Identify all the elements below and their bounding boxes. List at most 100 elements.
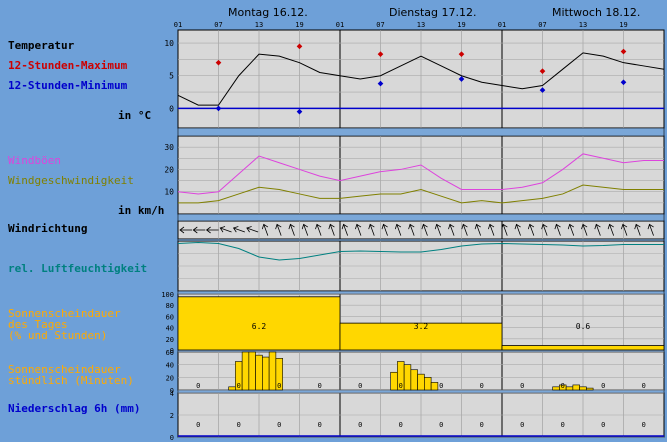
wind-arrow-head-3 (219, 226, 226, 233)
hourly-sun-bar-6 (268, 351, 277, 391)
wind-arrow-shaft-17 (409, 224, 415, 236)
wind-arrow-6 (261, 223, 269, 236)
min-point-0 (215, 105, 222, 112)
wind-arrow-head-8 (288, 223, 295, 230)
wind-arrow-head-30 (581, 223, 588, 230)
min-point-4 (539, 87, 546, 93)
wind-arrow-22 (474, 223, 482, 236)
wind-arrow-head-27 (541, 223, 548, 230)
wind-arrow-head-6 (261, 223, 269, 230)
wind-arrow-18 (421, 223, 428, 236)
temp-ytick-2: 10 (164, 39, 174, 48)
wind-arrow-15 (381, 223, 388, 236)
wind-arrow-head-25 (514, 223, 521, 230)
hourly-sun-bar-4 (255, 354, 263, 391)
hourly-sun-bar-14 (430, 382, 439, 391)
min-point-3 (458, 76, 465, 82)
hourly-sun-zero-9: 0 (561, 382, 565, 390)
wind-arrow-26 (527, 223, 535, 236)
wind-arrow-shaft-19 (436, 224, 442, 236)
precip-value-3: 0 (318, 421, 322, 429)
humidity-legend: rel. Luftfeuchtigkeit (8, 262, 148, 275)
wind-arrow-shaft-5 (246, 227, 259, 233)
hourly-sun-zero-3: 0 (318, 382, 322, 390)
hour-tick-9: 07 (538, 21, 546, 29)
gust-legend: Windböen (8, 154, 61, 167)
wind-arrow-shaft-23 (489, 224, 495, 236)
wind-arrow-head-15 (381, 223, 388, 230)
hourly-sun-bar-18 (572, 384, 580, 391)
wind-arrow-34 (634, 223, 641, 236)
daily-sun-ytick-3: 60 (166, 313, 174, 321)
hourly-sun-bar-11 (410, 369, 418, 391)
wind-arrow-shaft-3 (220, 227, 232, 233)
wind-arrow-shaft-13 (356, 224, 362, 236)
wind-arrow-5 (246, 226, 259, 233)
hour-tick-1: 07 (214, 21, 222, 29)
wind-arrow-head-10 (315, 223, 322, 230)
hourly-sun-ytick-3: 60 (166, 349, 174, 357)
wind-arrow-head-0 (179, 226, 185, 234)
wind-arrow-shaft-27 (542, 224, 548, 236)
wind-arrow-head-28 (554, 223, 561, 230)
wind-arrow-head-32 (607, 223, 614, 230)
hourly-sun-ytick-0: 0 (170, 387, 174, 395)
precip-value-6: 0 (439, 421, 443, 429)
wind-arrow-shaft-4 (233, 227, 245, 233)
wind-arrow-head-1 (192, 226, 198, 234)
wind-arrow-2 (205, 226, 219, 234)
wind-arrow-13 (355, 223, 362, 236)
wind-arrow-head-33 (621, 223, 628, 230)
wind-arrow-shaft-21 (462, 224, 468, 236)
daily-sun-label-2: des Tages (8, 318, 68, 331)
hour-tick-6: 13 (417, 21, 425, 29)
wind-arrow-11 (328, 223, 335, 236)
wind-arrow-shaft-12 (343, 224, 349, 236)
precip-value-4: 0 (358, 421, 362, 429)
precip-ytick-1: 2 (170, 412, 174, 420)
panel-separator-3 (177, 290, 665, 295)
wind-arrow-head-23 (488, 223, 495, 230)
hourly-sun-bar-13 (424, 377, 432, 391)
wind-ytick-0: 10 (164, 188, 174, 197)
wind-arrow-head-34 (634, 223, 641, 230)
wind-legend: Windgeschwindigkeit (8, 174, 134, 187)
hourly-sun-bar-10 (403, 364, 412, 391)
wind-arrow-shaft-34 (635, 224, 641, 236)
wind-arrow-shaft-25 (516, 224, 521, 236)
hourly-sun-bar-8 (390, 371, 398, 391)
panel-separator-2 (177, 238, 665, 242)
wind-arrow-4 (232, 226, 245, 233)
daily-sun-ytick-4: 80 (166, 302, 174, 310)
day-label-3: Mittwoch 18.12. (552, 6, 641, 19)
wind-arrow-29 (567, 223, 575, 236)
wind-arrow-30 (581, 223, 588, 236)
hour-tick-11: 19 (619, 21, 627, 29)
wind-arrow-14 (368, 223, 375, 236)
wind-arrow-0 (179, 226, 192, 234)
wind-arrow-head-17 (408, 223, 415, 230)
wind-ytick-2: 30 (164, 143, 174, 152)
panel-separator-0 (177, 127, 665, 137)
wind-arrow-shaft-32 (609, 224, 615, 236)
hourly-sun-label-1: Sonnenscheindauer (8, 363, 121, 376)
wind-arrow-19 (434, 223, 442, 236)
precip-value-7: 0 (480, 421, 484, 429)
max-point-5 (620, 48, 627, 55)
hourly-sun-ytick-2: 40 (166, 362, 174, 370)
daily-sun-label-3: (% und Stunden) (8, 329, 108, 342)
wind-direction-label: Windrichtung (8, 222, 88, 235)
day-label-1: Montag 16.12. (228, 6, 308, 19)
hour-tick-0: 01 (174, 21, 182, 29)
hourly-sun-bar-3 (248, 351, 256, 391)
hour-tick-10: 13 (579, 21, 587, 29)
wind-arrow-33 (621, 223, 628, 236)
panel-separator-1 (177, 213, 665, 222)
wind-arrow-17 (408, 223, 415, 236)
hourly-sun-zero-2: 0 (277, 382, 281, 390)
hourly-sun-label-2: stündlich (Minuten) (8, 374, 134, 387)
wind-arrow-shaft-30 (582, 224, 588, 236)
hourly-sun-zero-4: 0 (358, 382, 362, 390)
wind-arrow-shaft-16 (396, 224, 402, 236)
temp-series-line (177, 52, 665, 106)
